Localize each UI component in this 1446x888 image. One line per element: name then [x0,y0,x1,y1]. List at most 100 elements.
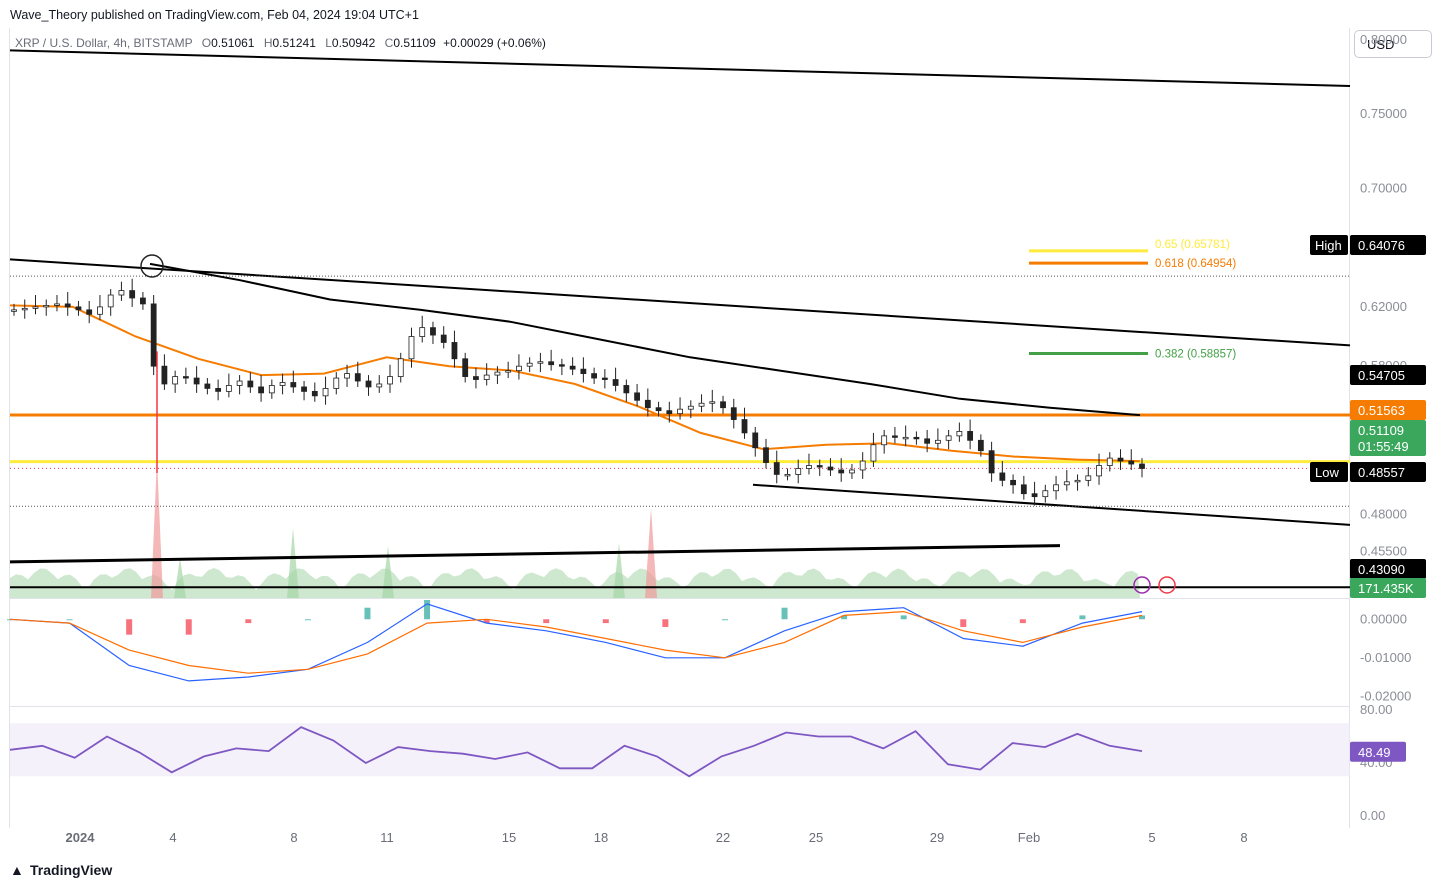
candle-body [86,309,93,315]
candle-body [558,364,565,367]
macd-histogram-bar [602,619,609,624]
macd-line [9,603,1143,682]
price-tag-value: 0.48557 [1358,465,1405,480]
trendline [9,49,1351,87]
candle-body [806,465,812,469]
macd-histogram-bar [364,607,371,620]
price-tag-value: 0.54705 [1358,368,1405,383]
macd-histogram-bar [841,615,848,620]
candle-body [64,303,71,308]
candle-body [462,358,469,377]
price-tag-box [1350,420,1426,440]
candle-body [870,444,877,462]
currency-button[interactable]: USD [1354,30,1432,58]
candle-body [730,407,737,420]
tradingview-logo[interactable]: ▲ TradingView [10,862,112,878]
pane-separator-macd[interactable] [10,598,1350,599]
time-tick-label: 5 [1148,830,1155,845]
candle-body [247,380,254,388]
price-tick-label: 0.70000 [1360,180,1407,195]
rsi-tick-label: 0.00 [1360,808,1385,823]
time-tick-label: 11 [380,830,394,845]
candle-body [623,385,630,394]
candle-body [32,306,39,309]
price-tag-value: 01:55:49 [1358,439,1409,454]
candle-body [1020,484,1027,495]
candle-body [290,382,297,388]
time-tick-label: 2024 [66,830,96,845]
candle-body [988,450,995,474]
candle-body [1139,463,1145,469]
ohlc-high-value: 0.51241 [272,36,316,50]
candle-body [999,472,1006,481]
moving-average-50 [9,304,1141,463]
candle-body [1106,457,1113,466]
candle-body [612,379,619,386]
candle-body [107,294,114,308]
candle-body [892,435,898,438]
macd-histogram-bar [66,619,73,621]
candle-body [548,361,555,366]
candle-body [634,392,640,401]
candle-body [569,365,576,370]
macd-histogram-bar [424,600,431,620]
candle-body [741,419,748,434]
flag-us-icon [1158,576,1176,594]
macd-histogram-bar [1079,615,1086,620]
candle-body [75,306,82,311]
candle-body [816,465,823,468]
candle-body [687,405,694,410]
rsi-band [10,723,1350,777]
candle-body [924,438,931,444]
candle-body [838,469,845,474]
candle-body [301,386,307,392]
candle-body [1096,465,1102,477]
macd-histogram-bar [900,615,907,620]
macd-histogram-bar [483,619,490,624]
signal-line [9,610,1143,674]
ohlc-open-value: 0.51061 [211,36,255,50]
candle-body [54,303,60,306]
symbol-legend: XRP / U.S. Dollar, 4h, BITSTAMP O0.51061… [15,36,546,50]
time-tick-label: 25 [809,830,823,845]
macd-histogram-bar [245,619,252,624]
candle-body [1031,493,1038,498]
rsi-tick-label: 80.00 [1360,702,1393,717]
time-tick-label: 15 [502,830,516,845]
pane-separator-rsi[interactable] [10,706,1350,707]
price-tick-label: 0.48000 [1360,506,1407,521]
candle-body [333,377,340,389]
candle-body [236,380,243,386]
candle-body [902,436,909,440]
candle-body [354,373,361,382]
candle-body [677,408,683,415]
price-tick-label: 0.75000 [1360,106,1407,121]
candle-body [666,410,673,415]
macd-histogram-bar [543,619,550,624]
price-tag-box [1350,436,1426,456]
candle-body [849,469,855,474]
candle-body [1117,457,1124,462]
candle-body [505,370,512,373]
candle-body [526,362,533,367]
macd-histogram-bar [781,607,788,620]
symbol-name[interactable]: XRP / U.S. Dollar, 4h, BITSTAMP [15,36,193,50]
price-tag-label: Low [1315,465,1339,480]
volume-spike [287,528,299,598]
candle-body [644,399,651,409]
time-tick-label: 29 [930,830,944,845]
ohlc-open-label: O [201,36,212,50]
candle-body [387,376,393,385]
candle-body [322,388,329,397]
ohlc-low-label: L [325,36,332,50]
candle-body [258,386,264,394]
price-tag-value: 0.51109 [1358,423,1404,438]
candle-body [215,388,222,392]
candle-body [483,374,490,380]
chart-left-border [9,28,10,828]
price-tick-label: 0.80000 [1360,32,1407,47]
price-tag-value: 0.64076 [1358,238,1405,253]
price-tag-value: 171.435K [1358,581,1414,596]
candle-body [279,382,286,386]
